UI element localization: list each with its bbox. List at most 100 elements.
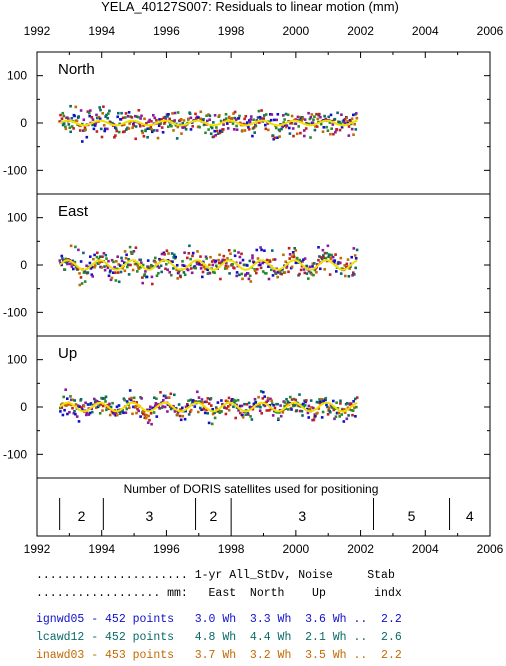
scatter-point: [199, 267, 203, 270]
scatter-point: [281, 125, 284, 129]
scatter-point: [105, 113, 108, 117]
scatter-point: [126, 115, 130, 118]
scatter-point: [100, 135, 104, 139]
scatter-point: [245, 121, 249, 124]
stats-row-lcawd12: lcawd12 - 452 points 4.8 Wh 4.4 Wh 2.1 W…: [36, 631, 402, 644]
scatter-point: [143, 273, 147, 276]
scatter-point: [268, 404, 272, 407]
scatter-point: [329, 113, 333, 117]
scatter-point: [303, 404, 307, 407]
scatter-point: [348, 267, 351, 270]
scatter-point: [142, 412, 145, 416]
satellite-count: 4: [466, 508, 474, 524]
scatter-point: [308, 265, 312, 269]
scatter-point: [93, 401, 97, 404]
scatter-point: [77, 248, 80, 252]
scatter-point: [97, 257, 101, 261]
scatter-point: [249, 415, 252, 418]
scatter-point: [312, 118, 315, 121]
scatter-point: [283, 118, 286, 121]
scatter-point: [349, 402, 353, 406]
scatter-point: [69, 395, 72, 398]
scatter-point: [102, 105, 105, 108]
scatter-point: [99, 108, 102, 112]
scatter-point: [126, 265, 129, 269]
scatter-point: [114, 279, 118, 282]
scatter-point: [204, 267, 207, 271]
scatter-point: [287, 408, 290, 411]
scatter-point: [157, 124, 161, 127]
scatter-point: [173, 410, 177, 413]
scatter-point: [261, 397, 265, 400]
scatter-point: [73, 409, 76, 413]
scatter-point: [129, 263, 132, 267]
scatter-point: [100, 397, 104, 400]
scatter-point: [173, 393, 176, 397]
scatter-point: [335, 128, 338, 131]
scatter-point: [218, 114, 221, 117]
scatter-point: [170, 120, 174, 123]
scatter-point: [98, 117, 102, 121]
scatter-point: [144, 416, 148, 420]
scatter-point: [82, 271, 86, 274]
scatter-point: [328, 121, 332, 124]
scatter-point: [270, 399, 273, 402]
scatter-point: [352, 247, 356, 250]
scatter-point: [231, 122, 235, 125]
scatter-point: [107, 274, 111, 278]
scatter-point: [166, 115, 169, 118]
scatter-point: [206, 119, 209, 123]
scatter-point: [205, 408, 208, 412]
scatter-point: [259, 405, 262, 409]
scatter-point: [252, 261, 256, 264]
scatter-point: [290, 408, 293, 411]
scatter-point: [198, 125, 201, 129]
x-tick-label-bottom: 2000: [283, 542, 310, 556]
scatter-point: [173, 119, 176, 122]
chart-axes: 1992199219941994199619961998199820002000…: [3, 24, 504, 556]
scatter-point: [167, 396, 171, 399]
scatter-point: [234, 118, 238, 121]
smoothed-curve: [59, 401, 358, 413]
scatter-point: [107, 112, 110, 115]
scatter-point: [91, 118, 95, 121]
scatter-point: [346, 406, 350, 410]
scatter-point: [156, 264, 159, 268]
scatter-point: [307, 277, 310, 280]
scatter-point: [301, 260, 304, 263]
scatter-point: [240, 404, 244, 408]
scatter-point: [103, 268, 107, 272]
scatter-point: [127, 111, 131, 114]
scatter-point: [218, 131, 222, 135]
scatter-point: [241, 416, 245, 419]
scatter-point: [182, 126, 185, 129]
scatter-point: [355, 116, 359, 120]
scatter-point: [64, 257, 67, 261]
scatter-point: [322, 399, 325, 403]
scatter-point: [113, 265, 116, 269]
scatter-point: [316, 263, 319, 266]
scatter-point: [86, 110, 90, 113]
scatter-point: [148, 408, 152, 412]
scatter-point: [303, 257, 307, 260]
scatter-point: [147, 120, 150, 124]
scatter-point: [283, 404, 286, 408]
scatter-point: [197, 410, 200, 414]
scatter-point: [235, 271, 239, 274]
scatter-point: [197, 261, 201, 265]
scatter-point: [339, 272, 343, 275]
scatter-point: [95, 406, 98, 409]
scatter-point: [238, 404, 242, 408]
scatter-point: [97, 404, 101, 407]
scatter-point: [309, 136, 312, 139]
scatter-point: [207, 113, 210, 116]
scatter-point: [264, 113, 268, 116]
scatter-point: [265, 272, 268, 275]
scatter-point: [300, 117, 303, 120]
scatter-point: [176, 125, 180, 129]
scatter-point: [263, 404, 267, 408]
scatter-point: [208, 263, 211, 267]
scatter-point: [243, 117, 246, 121]
scatter-point: [103, 265, 106, 268]
scatter-point: [334, 415, 338, 418]
